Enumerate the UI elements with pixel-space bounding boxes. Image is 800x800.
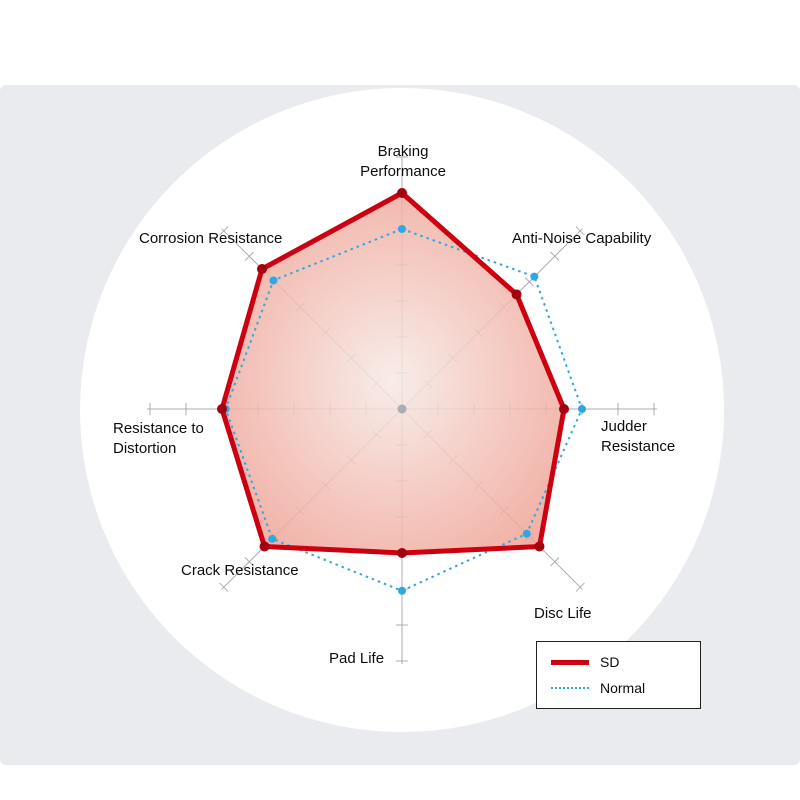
legend-row-sd: SD bbox=[537, 649, 700, 675]
sd-fill bbox=[222, 193, 564, 553]
center-dot-group bbox=[397, 404, 407, 414]
axis-label-crack-resistance: Crack Resistance bbox=[181, 562, 299, 579]
legend-line-normal bbox=[551, 687, 589, 689]
legend-row-normal: Normal bbox=[537, 675, 700, 701]
legend-label-normal: Normal bbox=[600, 680, 646, 696]
axis-label-corrosion-resistance: Corrosion Resistance bbox=[139, 230, 283, 247]
axis-label-anti-noise-capability: Anti-Noise Capability bbox=[512, 230, 652, 247]
axis-label-pad-life: Pad Life bbox=[329, 650, 385, 667]
axis-label-resistance-to-distortion: Resistance to Distortion bbox=[113, 420, 204, 458]
axis-label-disc-life: Disc Life bbox=[534, 605, 592, 622]
axis-label-judder-resistance: Judder Resistance bbox=[601, 418, 676, 456]
axis-label-braking-performance: Braking Performance bbox=[360, 143, 446, 181]
legend-box: SD Normal bbox=[536, 641, 701, 709]
series-sd bbox=[217, 188, 569, 558]
legend-line-sd bbox=[551, 659, 589, 665]
legend-label-sd: SD bbox=[600, 654, 620, 670]
